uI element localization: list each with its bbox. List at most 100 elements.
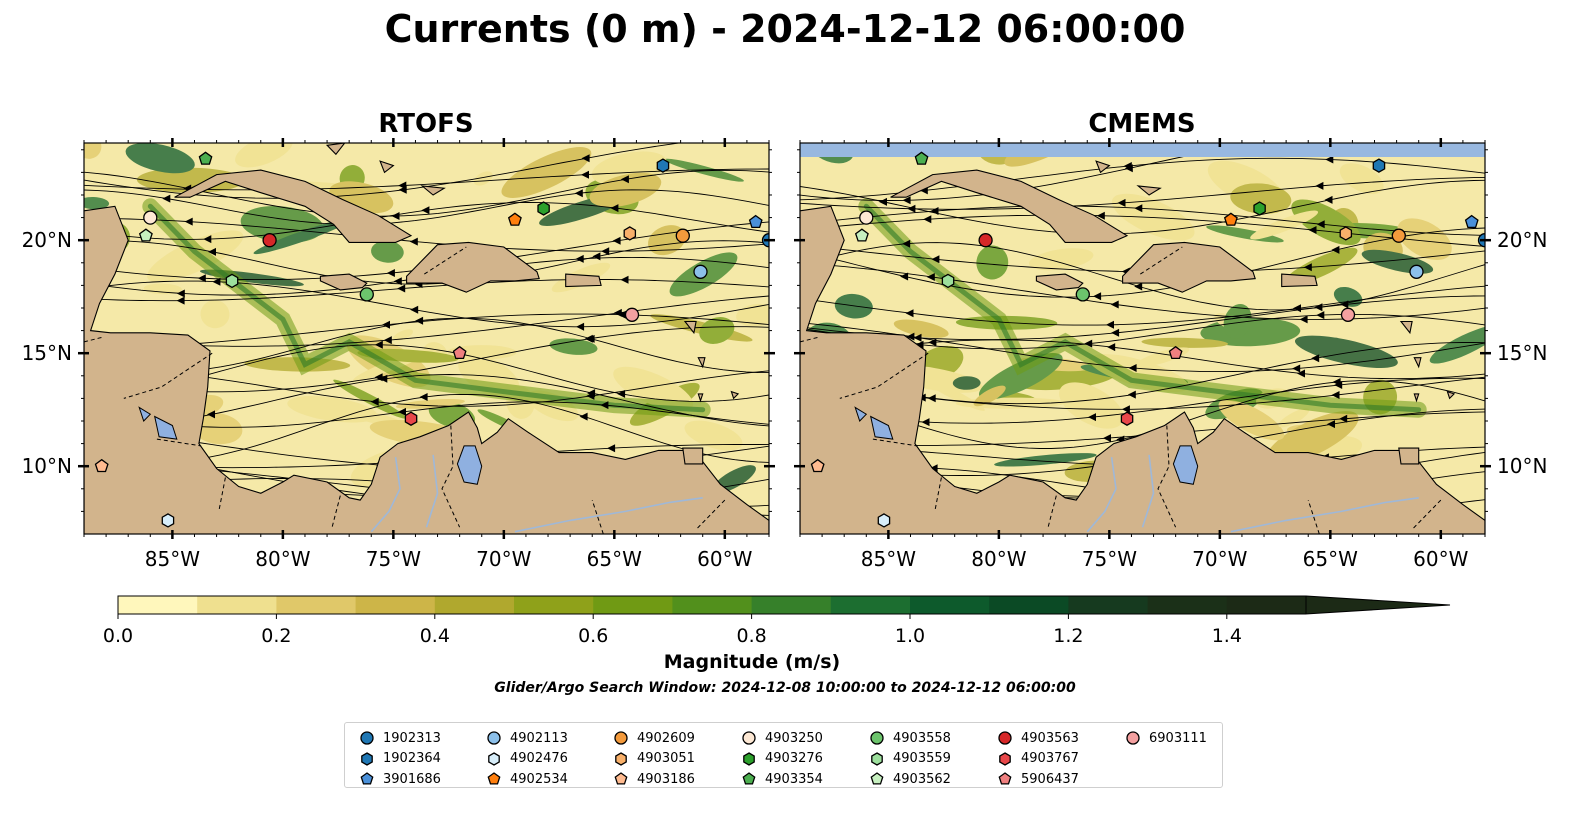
streamline-arrow bbox=[1093, 292, 1102, 301]
float-marker-4903051[interactable] bbox=[623, 226, 637, 241]
lon-tick-label: 70°W bbox=[1192, 547, 1247, 571]
legend-item-4902113[interactable]: 4902113 bbox=[486, 728, 568, 749]
streamline-arrow bbox=[386, 269, 395, 277]
map-panel-rtofs[interactable]: 85°W 80°W 75°W 70°W 65°W 60°W 20°N 15°N 10°N bbox=[22, 127, 780, 571]
lat-tick-label: 20°N bbox=[22, 228, 72, 252]
float-marker-4903186[interactable] bbox=[94, 458, 109, 473]
float-marker-4903558[interactable] bbox=[1075, 287, 1090, 302]
streamline-arrow bbox=[415, 316, 424, 325]
panel-frame bbox=[799, 142, 1486, 535]
float-marker-4902534[interactable] bbox=[1223, 212, 1238, 226]
streamline-arrow bbox=[1303, 263, 1312, 272]
float-marker-4902534[interactable] bbox=[507, 212, 522, 226]
float-marker-4903250[interactable] bbox=[143, 210, 158, 225]
pentagon-marker-icon bbox=[614, 772, 628, 785]
legend-item-4902534[interactable]: 4902534 bbox=[486, 769, 568, 790]
float-marker-4902609[interactable] bbox=[1391, 228, 1406, 243]
legend-item-5906437[interactable]: 5906437 bbox=[997, 769, 1079, 790]
float-marker-4903767[interactable] bbox=[1120, 411, 1134, 426]
legend-item-4902476[interactable]: 4902476 bbox=[486, 749, 568, 770]
float-marker-6903111[interactable] bbox=[1340, 307, 1356, 322]
colorbar-segment bbox=[593, 596, 673, 614]
float-marker-5906437[interactable] bbox=[1168, 345, 1183, 360]
colorbar-segment bbox=[118, 596, 198, 614]
float-marker-4903354[interactable] bbox=[198, 151, 213, 165]
float-marker-4903558[interactable] bbox=[359, 287, 374, 302]
float-marker-3901686[interactable] bbox=[748, 214, 763, 229]
float-marker-4903276[interactable] bbox=[537, 201, 550, 216]
legend-item-4903051[interactable]: 4903051 bbox=[613, 749, 695, 770]
pentagon-marker-icon bbox=[998, 772, 1012, 785]
streamline-arrow bbox=[905, 309, 914, 318]
streamline-arrow bbox=[212, 277, 221, 286]
legend-item-4903276[interactable]: 4903276 bbox=[741, 749, 823, 770]
streamline-arrow bbox=[620, 175, 629, 184]
legend-item-3901686[interactable]: 3901686 bbox=[359, 769, 441, 790]
no-data-band bbox=[800, 143, 1485, 157]
streamline-arrow bbox=[1128, 364, 1137, 372]
hexagon-marker-icon bbox=[615, 751, 627, 766]
country-border bbox=[84, 336, 102, 343]
float-marker-5906437[interactable] bbox=[452, 345, 467, 360]
legend-item-6903111[interactable]: 6903111 bbox=[1125, 728, 1207, 749]
float-marker-4903186[interactable] bbox=[810, 458, 825, 473]
float-marker-4902113[interactable] bbox=[693, 264, 708, 279]
river bbox=[514, 497, 703, 533]
streamline-arrow bbox=[586, 391, 595, 400]
float-marker-4903354[interactable] bbox=[914, 151, 929, 165]
legend-item-4903558[interactable]: 4903558 bbox=[869, 728, 951, 749]
legend-item-4903767[interactable]: 4903767 bbox=[997, 749, 1079, 770]
legend-item-4903250[interactable]: 4903250 bbox=[741, 728, 823, 749]
legend-item-4903354[interactable]: 4903354 bbox=[741, 769, 823, 790]
lon-tick-label: 65°W bbox=[1303, 547, 1358, 571]
legend-label: 4903563 bbox=[1021, 730, 1079, 746]
river bbox=[1230, 497, 1419, 533]
circle-marker-icon bbox=[614, 731, 628, 745]
float-marker-4902609[interactable] bbox=[675, 228, 690, 243]
float-marker-4902113[interactable] bbox=[1409, 264, 1424, 279]
streamline-arrow bbox=[607, 444, 616, 453]
country-border bbox=[156, 438, 202, 447]
legend-label: 4903559 bbox=[893, 751, 951, 767]
colorbar-segment bbox=[197, 596, 277, 614]
streamline-arrow bbox=[184, 217, 193, 226]
streamline-arrow bbox=[1107, 343, 1116, 352]
lake bbox=[153, 415, 178, 440]
float-marker-6903111[interactable] bbox=[624, 307, 640, 322]
pentagon-marker-icon bbox=[360, 772, 374, 785]
float-marker-1902364[interactable] bbox=[1372, 158, 1386, 173]
float-marker-3901686[interactable] bbox=[1464, 214, 1479, 229]
float-marker-4903051[interactable] bbox=[1339, 226, 1353, 241]
legend-item-1902364[interactable]: 1902364 bbox=[359, 749, 441, 770]
float-marker-4903276[interactable] bbox=[1253, 201, 1266, 216]
legend-item-4903563[interactable]: 4903563 bbox=[997, 728, 1079, 749]
float-marker-4903559[interactable] bbox=[941, 273, 955, 289]
float-marker-4903562[interactable] bbox=[854, 228, 869, 242]
float-marker-1902364[interactable] bbox=[656, 158, 670, 173]
map-panel-cmems[interactable]: 85°W 80°W 75°W 70°W 65°W 60°W 20°N 15°N 10°N bbox=[757, 112, 1547, 571]
legend-item-1902313[interactable]: 1902313 bbox=[359, 728, 441, 749]
float-marker-4903563[interactable] bbox=[978, 233, 993, 248]
streamline-arrow bbox=[575, 254, 584, 263]
float-marker-4903563[interactable] bbox=[262, 233, 277, 248]
float-marker-4903559[interactable] bbox=[225, 273, 239, 289]
legend-item-4903559[interactable]: 4903559 bbox=[869, 749, 951, 770]
float-marker-4902476[interactable] bbox=[161, 513, 175, 528]
hexagon-marker-icon bbox=[999, 751, 1011, 766]
streamline-arrow bbox=[612, 236, 621, 245]
colorbar-tick-label: 0.4 bbox=[420, 625, 450, 647]
legend-item-4902609[interactable]: 4902609 bbox=[613, 728, 695, 749]
streamline-arrow bbox=[907, 204, 916, 213]
legend-item-4903186[interactable]: 4903186 bbox=[613, 769, 695, 790]
float-marker-4903562[interactable] bbox=[138, 228, 153, 242]
lon-tick-label: 80°W bbox=[971, 547, 1026, 571]
legend-item-4903562[interactable]: 4903562 bbox=[869, 769, 951, 790]
lon-tick-label: 75°W bbox=[1082, 547, 1137, 571]
float-marker-4903250[interactable] bbox=[859, 210, 874, 225]
float-markers bbox=[810, 151, 1485, 528]
streamline-arrow bbox=[1316, 311, 1325, 320]
country-border bbox=[839, 352, 929, 399]
streamline-arrow bbox=[176, 289, 185, 298]
float-marker-4902476[interactable] bbox=[877, 513, 891, 528]
float-marker-4903767[interactable] bbox=[404, 411, 418, 426]
